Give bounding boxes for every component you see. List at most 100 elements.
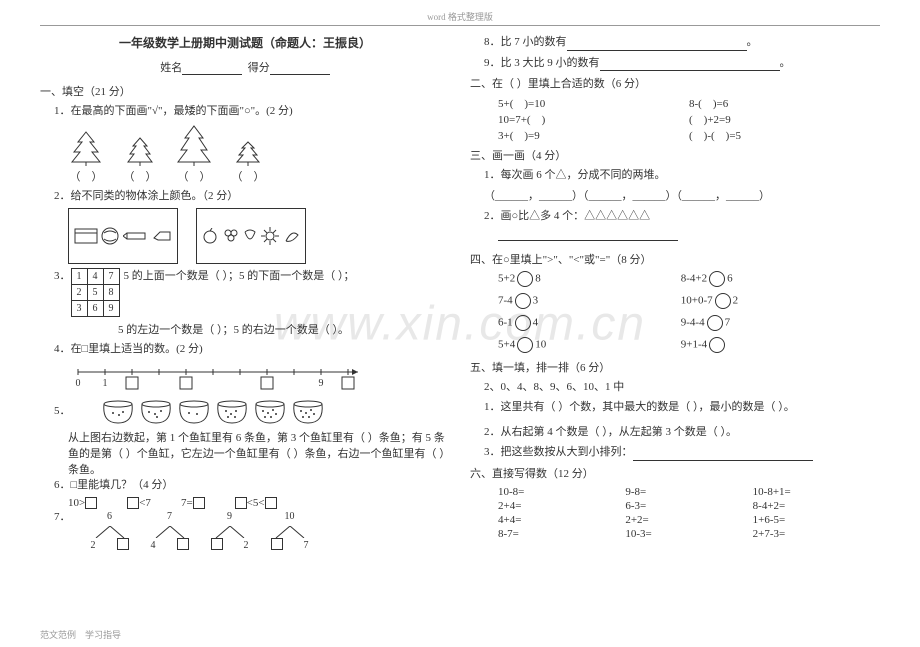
eq: 3+( )=9 [498, 127, 689, 143]
grid-cell: 3 [71, 301, 87, 317]
grid-cell: 8 [103, 285, 119, 301]
compare-circle[interactable] [709, 337, 725, 353]
tree-icon [230, 140, 266, 166]
cmp-pair: 7-43 [498, 293, 678, 309]
cmp-row: 6-14 9-4-47 [498, 315, 880, 331]
jar-icon [99, 399, 137, 425]
answer-blank[interactable] [498, 229, 678, 241]
compare-circle[interactable] [715, 293, 731, 309]
cmp-row: 5+410 9+1-4 [498, 337, 880, 353]
name-label: 姓名 [160, 62, 182, 74]
blank-box[interactable] [127, 497, 139, 509]
name-blank[interactable] [182, 63, 242, 75]
jar-icon [289, 399, 327, 425]
compare-circle[interactable] [517, 271, 533, 287]
left-column: 一年级数学上册期中测试题（命题人：王振良） 姓名 得分 一、填空（21 分） 1… [40, 34, 450, 557]
eq: 8-( )=6 [689, 95, 880, 111]
tree-icon [122, 136, 158, 166]
leaf-icon [284, 229, 300, 243]
s5-q3: 3．把这些数按从大到小排列： [484, 444, 880, 461]
cmp-pair: 5+28 [498, 271, 678, 287]
calc-cell: 10-8+1= [753, 485, 880, 499]
page-footer: 范文范例 学习指导 [40, 628, 121, 641]
blank-box[interactable] [271, 538, 283, 550]
image-box-1 [68, 208, 178, 264]
answer-blank[interactable] [567, 39, 747, 51]
cmp-pair: 6-14 [498, 315, 678, 331]
bond-top: 6 [91, 509, 129, 524]
right-column: 8．比 7 小的数有。 9．比 3 大比 9 小的数有。 二、在（ ）里填上合适… [470, 34, 880, 557]
blank-box[interactable] [177, 538, 189, 550]
svg-text:9: 9 [319, 378, 324, 389]
grid-cell: 5 [87, 285, 103, 301]
q7-num: 7． [54, 509, 71, 526]
answer-blank[interactable] [633, 449, 813, 461]
cmp-row: 5+28 8-4+26 [498, 271, 880, 287]
bond-top: 7 [151, 509, 189, 524]
blank-box[interactable] [235, 497, 247, 509]
q3-text-a: 5 的上面一个数是（ ）；5 的下面一个数是（ ）； [124, 268, 355, 285]
tree-icon [68, 130, 104, 166]
eq: 5+( )=10 [498, 95, 689, 111]
compare-circle[interactable] [517, 337, 533, 353]
grape-icon [223, 227, 239, 245]
q6-item: 7= [181, 497, 205, 509]
q5-text: 从上图右边数起，第 1 个鱼缸里有 6 条鱼，第 3 个鱼缸里有（ ）条鱼；有 … [68, 429, 450, 477]
q1-text: 1．在最高的下面画"√"，最矮的下面画"○"。(2 分) [54, 103, 450, 120]
section-1-head: 一、填空（21 分） [40, 83, 450, 99]
answer-blank[interactable] [600, 59, 780, 71]
number-bond: 6 2 [91, 509, 129, 553]
grid-cell: 1 [71, 269, 87, 285]
answer-slot[interactable]: （ ） [230, 168, 266, 184]
blank-box[interactable] [117, 538, 129, 550]
answer-slot[interactable]: （ ） [176, 168, 212, 184]
strawberry-icon [243, 228, 257, 244]
eq: 10=7+( ) [498, 111, 689, 127]
score-label: 得分 [248, 62, 270, 74]
q9-line: 9．比 3 大比 9 小的数有。 [484, 55, 880, 72]
eraser-icon [152, 230, 172, 242]
svg-text:0: 0 [76, 378, 81, 389]
name-score-line: 姓名 得分 [40, 59, 450, 75]
answer-slot[interactable]: （ ） [68, 168, 104, 184]
s5-q1: 1．这里共有（ ）个数，其中最大的数是（ ），最小的数是（ ）。 [484, 399, 880, 416]
svg-text:1: 1 [103, 378, 108, 389]
s5-q2: 2．从右起第 4 个数是（ ），从左起第 3 个数是（ ）。 [484, 424, 880, 441]
jar-icon [213, 399, 251, 425]
s3-q1: 1．每次画 6 个△，分成不同的两堆。 [484, 167, 880, 184]
number-grid: 147 258 369 [71, 268, 120, 317]
blank-box[interactable] [211, 538, 223, 550]
blank-box[interactable] [193, 497, 205, 509]
compare-circle[interactable] [515, 293, 531, 309]
section-6-head: 六、直接写得数（12 分） [470, 465, 880, 481]
q3-num: 3． [54, 268, 71, 285]
bond-right: 2 [244, 538, 249, 553]
trees-row [68, 124, 450, 166]
compare-circle[interactable] [707, 315, 723, 331]
score-blank[interactable] [270, 63, 330, 75]
section-5-head: 五、填一填，排一排（6 分） [470, 359, 880, 375]
q4-text: 4．在□里填上适当的数。(2 分) [54, 341, 450, 358]
tree-answer-slots: （ ） （ ） （ ） （ ） [68, 168, 450, 184]
tree-icon [176, 124, 212, 166]
ball-icon [101, 227, 119, 245]
grid-cell: 4 [87, 269, 103, 285]
compare-circle[interactable] [709, 271, 725, 287]
q8-line: 8．比 7 小的数有。 [484, 34, 880, 51]
jars-row [99, 399, 327, 425]
q5-line: 5． [54, 399, 450, 425]
bond-left: 4 [151, 538, 156, 553]
number-bond: 9 2 [211, 509, 249, 553]
answer-slot[interactable]: （ ） [122, 168, 158, 184]
blank-box[interactable] [85, 497, 97, 509]
jar-icon [137, 399, 175, 425]
q2-image-boxes [68, 208, 450, 264]
compare-circle[interactable] [515, 315, 531, 331]
blank-box[interactable] [265, 497, 277, 509]
calc-cell: 9-8= [625, 485, 752, 499]
number-line: 0 1 9 [68, 362, 450, 395]
q6-text: 6．□里能填几？（4 分） [54, 477, 450, 494]
bond-top: 9 [211, 509, 249, 524]
number-bond: 7 4 [151, 509, 189, 553]
page-header: word 格式整理版 [40, 0, 880, 26]
